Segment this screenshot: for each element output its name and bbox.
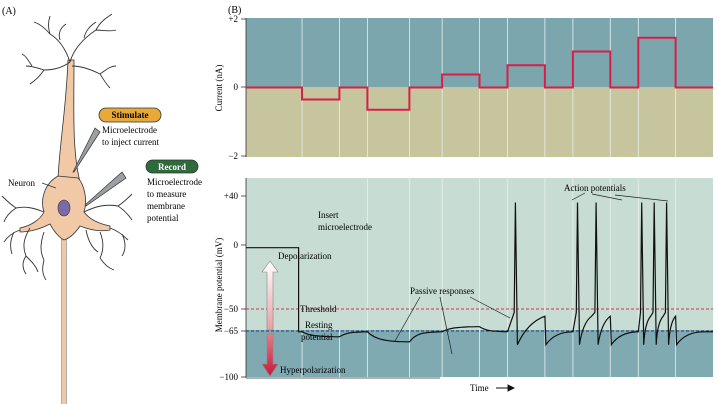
- hyperpolarization-arrow: [261, 333, 279, 377]
- record-electrode: Record Microelectrode to measure membran…: [84, 159, 202, 223]
- time-label: Time: [470, 383, 489, 393]
- record-badge-text: Record: [158, 162, 186, 172]
- stimulate-text-1: Microelectrode: [102, 125, 157, 135]
- record-badge: [145, 159, 199, 174]
- record-text-3: membrane: [147, 201, 185, 211]
- neuron-label: Neuron: [8, 178, 35, 188]
- insert-label-2: microelectrode: [318, 222, 372, 232]
- record-text-4: potential: [147, 213, 179, 223]
- annotation-leaders: [394, 192, 669, 355]
- depolarization-arrow: [261, 260, 279, 331]
- membrane-potential-trace: [246, 202, 713, 347]
- stimulate-badge-text: Stimulate: [112, 110, 149, 120]
- panel-a-label: (A): [2, 6, 16, 17]
- potential-ticks: [241, 195, 246, 378]
- potential-tick-minus100: −100: [219, 372, 238, 382]
- potential-tick-minus50: −50: [224, 304, 239, 314]
- stimulate-badge: [98, 107, 162, 123]
- current-chart: +2 0 −2 Current (nA): [214, 14, 713, 161]
- potential-ylabel: Membrane potential (mV): [214, 238, 224, 332]
- nucleus: [57, 199, 71, 217]
- current-tick-plus2: +2: [228, 14, 238, 24]
- passive-responses-label: Passive responses: [410, 286, 475, 296]
- time-arrow-icon: [496, 384, 516, 392]
- threshold-label: Threshold: [300, 304, 337, 314]
- potential-tick-minus65: −65: [224, 326, 239, 336]
- stimulate-text-2: to inject current: [102, 137, 159, 147]
- current-ylabel: Current (nA): [214, 65, 224, 112]
- insert-label-1: Insert: [318, 210, 339, 220]
- potential-tick-0: 0: [234, 240, 239, 250]
- current-tick-minus2: −2: [228, 151, 238, 161]
- record-text-2: to measure: [147, 189, 186, 199]
- resting-label-1: Resting: [305, 320, 333, 330]
- current-step-trace: [246, 36, 713, 111]
- potential-tick-plus40: +40: [224, 191, 239, 201]
- current-tick-0: 0: [234, 82, 239, 92]
- potential-chart: +40 0 −50 −65 −100 Membrane potential (m…: [214, 178, 713, 393]
- depolarization-label: Depolarization: [278, 251, 332, 261]
- neuron-drawing: [1, 13, 133, 404]
- record-text-1: Microelectrode: [147, 177, 202, 187]
- panel-a: (A) Stimulate Microelectrode to inject c…: [1, 6, 202, 404]
- action-potentials-label: Action potentials: [564, 183, 626, 193]
- hyperpolarization-label: Hyperpolarization: [280, 365, 346, 375]
- resting-label-2: potential: [301, 332, 333, 342]
- stimulate-electrode: Stimulate Microelectrode to inject curre…: [72, 107, 162, 173]
- panel-b: (B) +2 0 −2 Current (nA): [214, 5, 713, 393]
- panel-b-label: (B): [228, 5, 241, 16]
